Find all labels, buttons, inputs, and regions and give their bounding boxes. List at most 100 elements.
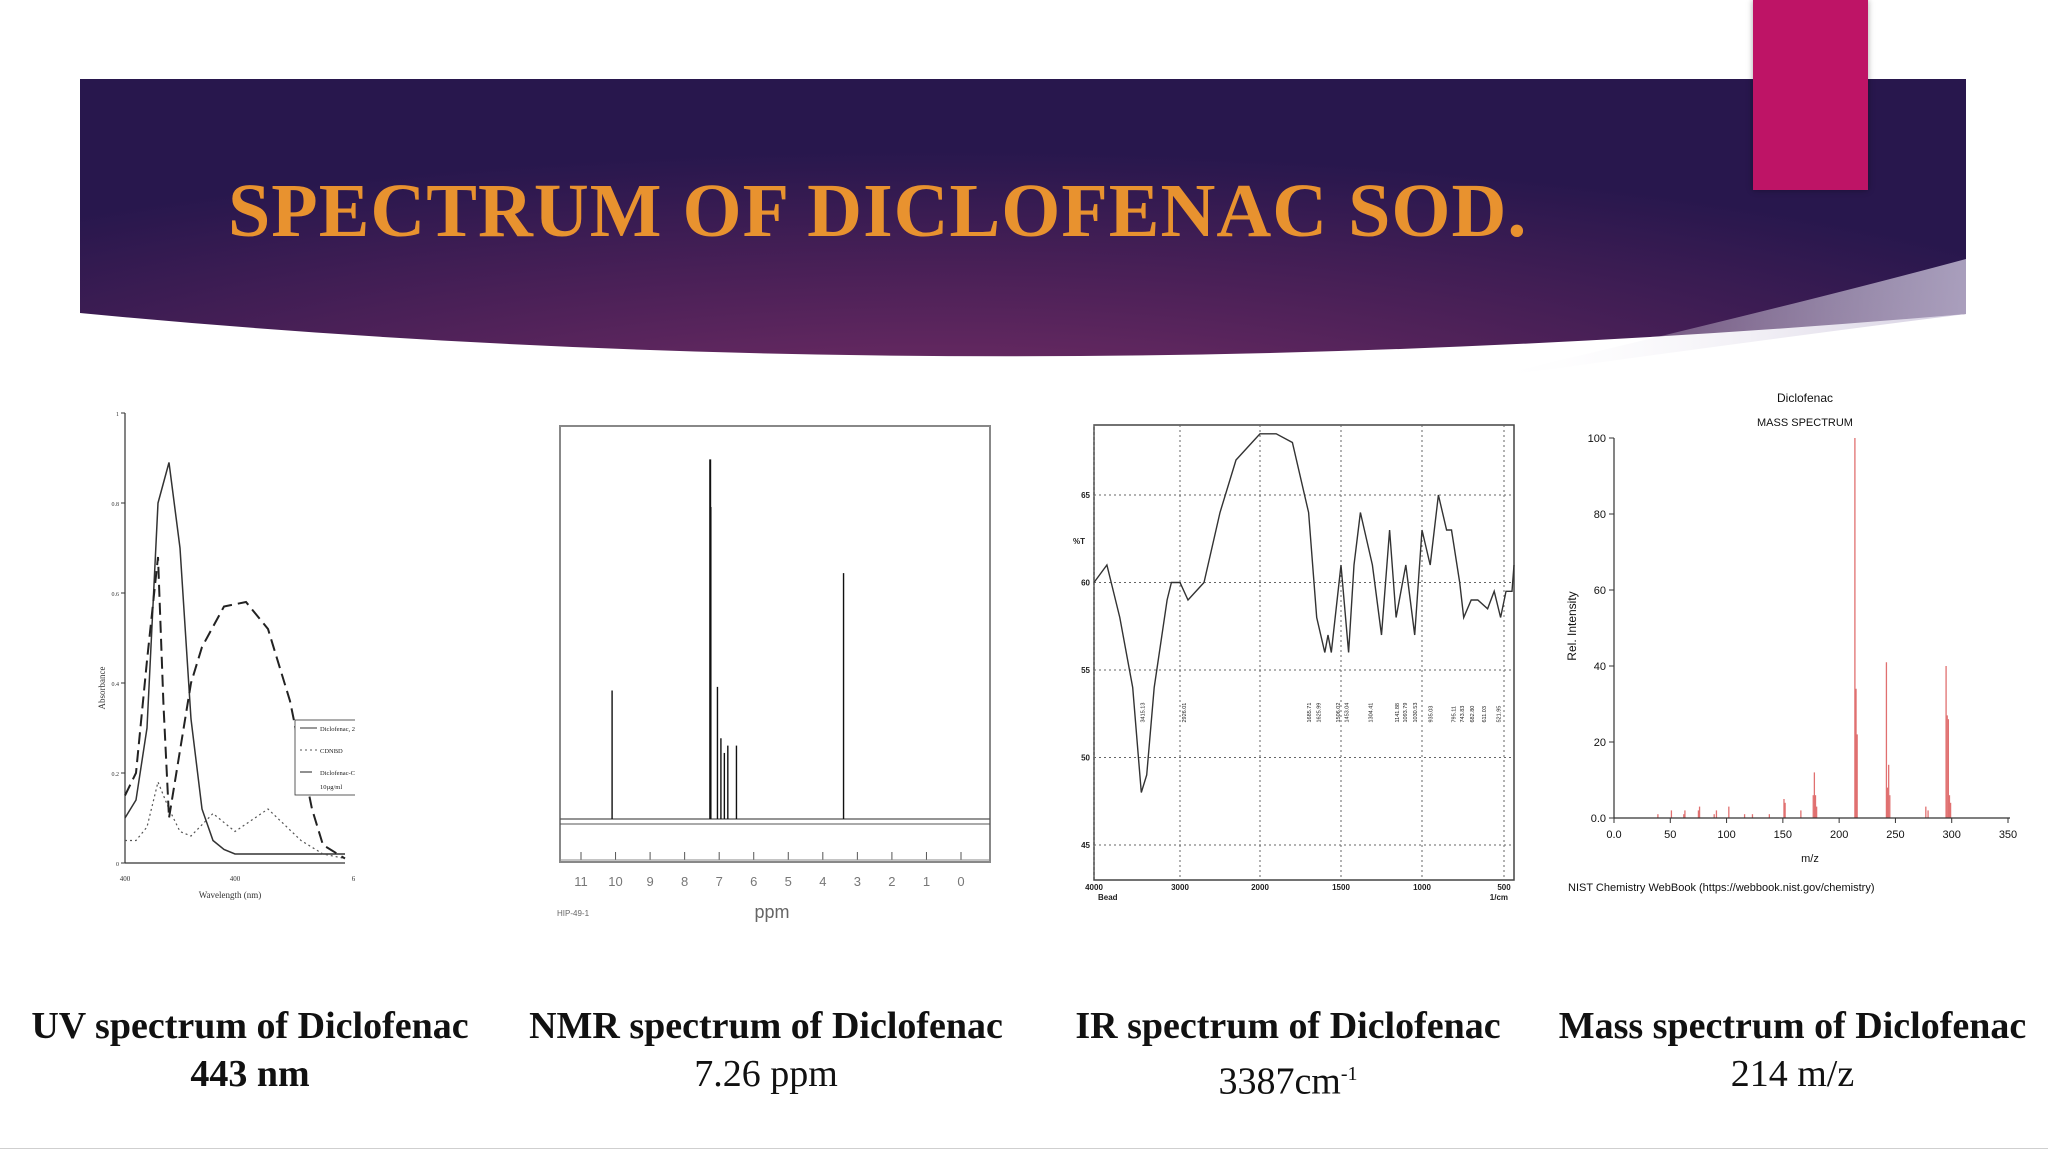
uv-ytick-label: 0 xyxy=(116,862,119,868)
nmr-xtick-label: 2 xyxy=(888,874,895,889)
nmr-xtick-label: 0 xyxy=(957,874,964,889)
nmr-xtick-label: 3 xyxy=(854,874,861,889)
uv-spectrum-chart: 0 0.2 0.4 0.6 0.8 1 400 400 600 Diclofenac, 25µ… xyxy=(95,408,355,908)
uv-legend-label: Diclofenac-CDNBD adduct, xyxy=(320,770,355,777)
ir-peak-label: 795.11 xyxy=(1452,706,1458,722)
ms-ytick-label: 40 xyxy=(1594,661,1606,673)
ms-ytick-label: 0.0 xyxy=(1591,813,1606,825)
ir-ytick-label: 45 xyxy=(1081,841,1090,850)
ms-ytick-label: 80 xyxy=(1594,509,1606,521)
nmr-xlabel: ppm xyxy=(754,902,789,922)
ir-peak-label: 1093.79 xyxy=(1403,703,1409,723)
ms-xtick-label: 0.0 xyxy=(1606,829,1621,841)
ms-xlabel: m/z xyxy=(1801,853,1819,865)
uv-chart-svg: 0 0.2 0.4 0.6 0.8 1 400 400 600 Diclofenac, 25µ… xyxy=(97,412,355,900)
caption-ir-label: IR spectrum of Diclofenac xyxy=(1075,1005,1501,1047)
ir-xtick-label: 2000 xyxy=(1251,883,1269,892)
uv-xlabel: Wavelength (nm) xyxy=(199,890,262,900)
ms-xtick-label: 100 xyxy=(1717,829,1735,841)
ir-xtick-label: 1500 xyxy=(1332,883,1350,892)
ir-peak-label: 1453.04 xyxy=(1345,703,1351,723)
ir-ytick-label: 55 xyxy=(1081,666,1090,675)
ms-ytick-label: 60 xyxy=(1594,585,1606,597)
ir-peak-label: 682.80 xyxy=(1470,706,1476,723)
slide-bottom-border xyxy=(0,1148,2048,1149)
uv-legend-box xyxy=(294,719,355,796)
ms-title: Diclofenac xyxy=(1777,391,1833,405)
uv-series-line xyxy=(124,462,345,855)
ir-peak-label: 1141.88 xyxy=(1395,703,1401,722)
ms-xtick-label: 350 xyxy=(1999,829,2017,841)
nmr-xtick-label: 4 xyxy=(819,874,826,889)
caption-ir: IR spectrum of Diclofenac 3387cm-1 xyxy=(1040,1002,1536,1106)
uv-ytick-label: 1 xyxy=(116,412,119,418)
uv-series-line xyxy=(124,556,346,860)
uv-legend-label: Diclofenac, 25µg/ml xyxy=(320,726,355,733)
uv-ylabel: Absorbance xyxy=(97,667,107,710)
slide-title: SPECTRUM OF DICLOFENAC SOD. xyxy=(228,169,1528,253)
caption-nmr-label: NMR spectrum of Diclofenac xyxy=(529,1005,1003,1047)
ir-xtick-label: 4000 xyxy=(1085,883,1103,892)
uv-xtick-label: 600 xyxy=(352,875,355,883)
ir-ytick-label: 60 xyxy=(1081,579,1090,588)
ir-peak-label: 3415.13 xyxy=(1140,703,1146,723)
caption-ir-value-wrap: 3387cm-1 xyxy=(1040,1050,1536,1106)
ir-spectrum-chart: 45 50 55 60 65 4000 3000 2000 1500 1000 500 3415.… xyxy=(1068,420,1528,920)
accent-tab xyxy=(1753,0,1868,190)
ms-xtick-label: 300 xyxy=(1943,829,1961,841)
caption-ms-label: Mass spectrum of Diclofenac xyxy=(1558,1005,2027,1047)
ir-peak-label: 1304.41 xyxy=(1369,703,1375,723)
ir-ytick-label: 50 xyxy=(1081,754,1090,763)
ms-xtick-label: 50 xyxy=(1664,829,1676,841)
nmr-xtick-label: 9 xyxy=(646,874,653,889)
ir-xtick-label: 500 xyxy=(1497,883,1511,892)
uv-xtick-label: 400 xyxy=(120,875,131,883)
uv-ytick-label: 0.4 xyxy=(112,682,120,688)
ms-subtitle: MASS SPECTRUM xyxy=(1757,417,1853,429)
title-banner xyxy=(80,79,1966,379)
caption-nmr-value: 7.26 ppm xyxy=(694,1053,838,1095)
caption-ms: Mass spectrum of Diclofenac 214 m/z xyxy=(1540,1002,2045,1098)
uv-legend-label: CDNBD xyxy=(320,748,343,755)
nmr-xtick-label: 8 xyxy=(681,874,688,889)
caption-uv-label: UV spectrum of Diclofenac xyxy=(31,1005,469,1047)
ir-chart-svg: 45 50 55 60 65 4000 3000 2000 1500 1000 500 3415.… xyxy=(1073,424,1515,902)
ms-xtick-label: 200 xyxy=(1830,829,1848,841)
ir-ylabel: %T xyxy=(1073,537,1085,546)
ir-ytick-label: 65 xyxy=(1081,491,1090,500)
caption-ir-superscript: -1 xyxy=(1340,1063,1358,1085)
uv-series-line xyxy=(125,780,346,860)
nmr-chart-svg: 11 10 9 8 7 6 5 4 3 2 1 0 ppm HIP-49-1 xyxy=(557,425,991,922)
nmr-xtick-label: 10 xyxy=(608,874,622,889)
ir-peak-label: 743.83 xyxy=(1460,706,1466,723)
ir-x-sub: Bead xyxy=(1098,893,1118,902)
ir-peak-label: 521.95 xyxy=(1496,706,1502,723)
ms-ytick-label: 100 xyxy=(1588,433,1606,445)
nmr-spectrum-chart: 11 10 9 8 7 6 5 4 3 2 1 0 ppm HIP-49-1 xyxy=(557,424,997,924)
nmr-xtick-label: 6 xyxy=(750,874,757,889)
caption-uv: UV spectrum of Diclofenac 443 nm xyxy=(0,1002,500,1098)
caption-ir-value: 3387cm xyxy=(1218,1060,1341,1103)
ms-footer: NIST Chemistry WebBook (https://webbook.… xyxy=(1568,882,1874,894)
ms-xtick-label: 150 xyxy=(1774,829,1792,841)
ms-chart-svg: Diclofenac MASS SPECTRUM 0.020406080100 … xyxy=(1565,391,2017,894)
ir-transmittance-line xyxy=(1093,433,1515,793)
caption-uv-value: 443 nm xyxy=(190,1053,310,1095)
mass-spectrum-chart: Diclofenac MASS SPECTRUM 0.0 20 40 60 80 100 … xyxy=(1560,386,2020,906)
nmr-xtick-label: 1 xyxy=(923,874,930,889)
ir-xtick-label: 1000 xyxy=(1413,883,1431,892)
caption-ms-value: 214 m/z xyxy=(1730,1053,1855,1095)
uv-ytick-label: 0.6 xyxy=(112,592,120,598)
ir-peak-label: 611.03 xyxy=(1482,706,1488,722)
ir-peak-label: 1030.53 xyxy=(1413,703,1419,723)
ir-xlabel: 1/cm xyxy=(1490,893,1508,902)
nmr-xtick-label: 11 xyxy=(574,874,588,889)
ir-xtick-label: 3000 xyxy=(1171,883,1189,892)
ms-ylabel: Rel. Intensity xyxy=(1565,591,1579,660)
ms-ytick-label: 20 xyxy=(1594,737,1606,749)
ms-xtick-label: 250 xyxy=(1886,829,1904,841)
ir-peak-label: 935.03 xyxy=(1429,706,1435,723)
nmr-xtick-label: 5 xyxy=(785,874,792,889)
ir-peak-label: 1685.71 xyxy=(1307,703,1313,723)
uv-ytick-label: 0.8 xyxy=(112,502,120,508)
